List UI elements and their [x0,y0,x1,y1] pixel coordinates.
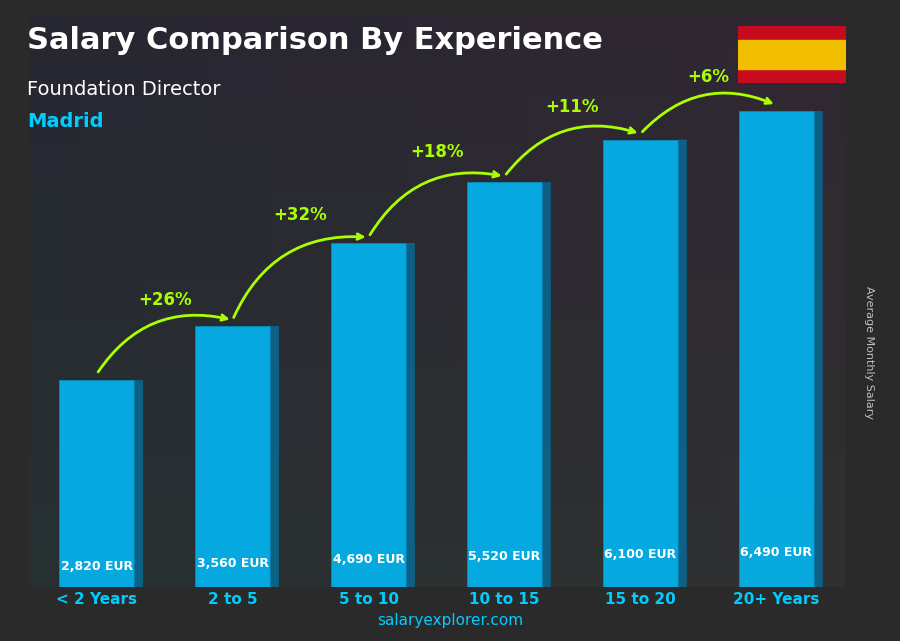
Polygon shape [134,380,143,587]
Text: +6%: +6% [688,67,729,86]
Text: +11%: +11% [545,98,599,117]
Text: 3,560 EUR: 3,560 EUR [196,557,268,570]
Text: +26%: +26% [138,291,192,309]
Text: 4,690 EUR: 4,690 EUR [332,553,404,566]
Text: Salary Comparison By Experience: Salary Comparison By Experience [27,26,603,54]
Polygon shape [542,182,551,587]
Bar [59,380,134,587]
Polygon shape [678,140,687,587]
Text: 6,100 EUR: 6,100 EUR [605,548,677,561]
Text: salaryexplorer.com: salaryexplorer.com [377,613,523,628]
Text: 5,520 EUR: 5,520 EUR [468,550,541,563]
Text: 6,490 EUR: 6,490 EUR [741,546,813,560]
Polygon shape [406,243,415,587]
Polygon shape [814,111,823,587]
Bar [739,111,814,587]
Text: +18%: +18% [410,143,464,161]
Text: +32%: +32% [274,206,328,224]
Bar [195,326,270,587]
Bar [738,40,846,69]
Text: 2,820 EUR: 2,820 EUR [60,560,132,573]
Text: Average Monthly Salary: Average Monthly Salary [863,286,874,419]
Bar [467,182,542,587]
Text: Madrid: Madrid [27,112,104,131]
Bar [331,243,406,587]
Polygon shape [270,326,279,587]
Bar [603,140,678,587]
Text: Foundation Director: Foundation Director [27,80,220,99]
